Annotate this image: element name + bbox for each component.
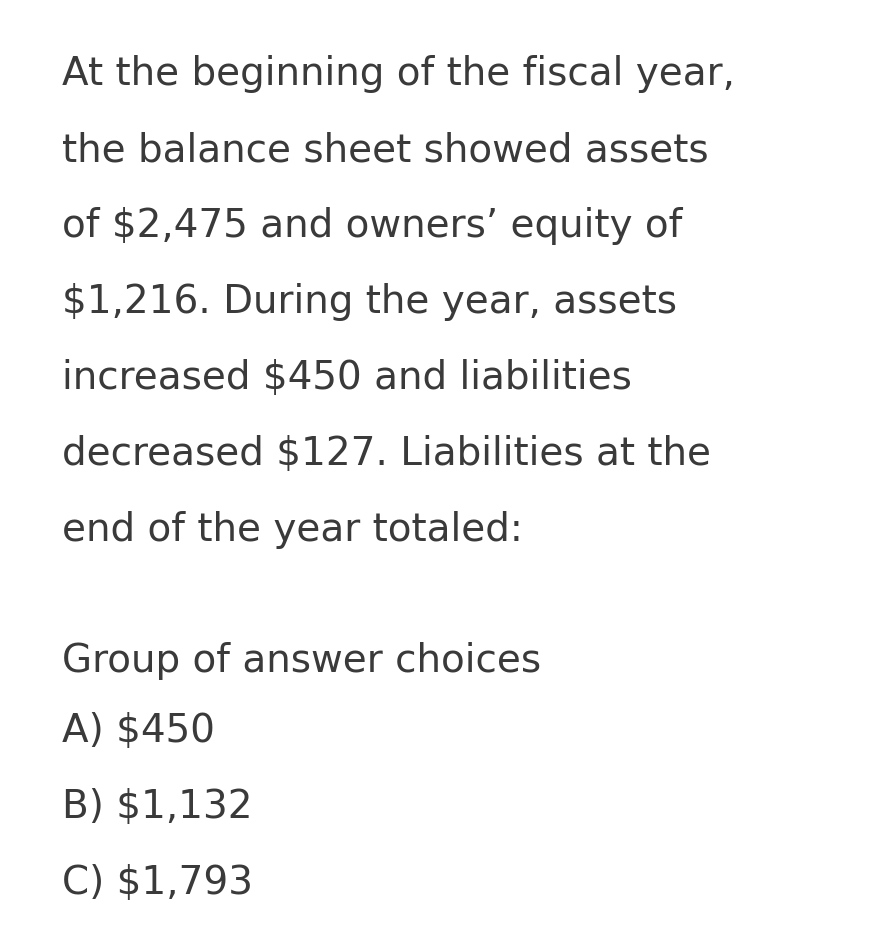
Text: At the beginning of the fiscal year,: At the beginning of the fiscal year, bbox=[62, 55, 735, 93]
Text: of $2,475 and owners’ equity of: of $2,475 and owners’ equity of bbox=[62, 207, 683, 245]
Text: $1,216. During the year, assets: $1,216. During the year, assets bbox=[62, 283, 677, 321]
Text: decreased $127. Liabilities at the: decreased $127. Liabilities at the bbox=[62, 435, 711, 473]
Text: B) $1,132: B) $1,132 bbox=[62, 788, 253, 826]
Text: end of the year totaled:: end of the year totaled: bbox=[62, 511, 523, 549]
Text: Group of answer choices: Group of answer choices bbox=[62, 642, 541, 680]
Text: the balance sheet showed assets: the balance sheet showed assets bbox=[62, 131, 709, 169]
Text: C) $1,793: C) $1,793 bbox=[62, 864, 253, 902]
Text: increased $450 and liabilities: increased $450 and liabilities bbox=[62, 359, 632, 397]
Text: A) $450: A) $450 bbox=[62, 712, 215, 750]
